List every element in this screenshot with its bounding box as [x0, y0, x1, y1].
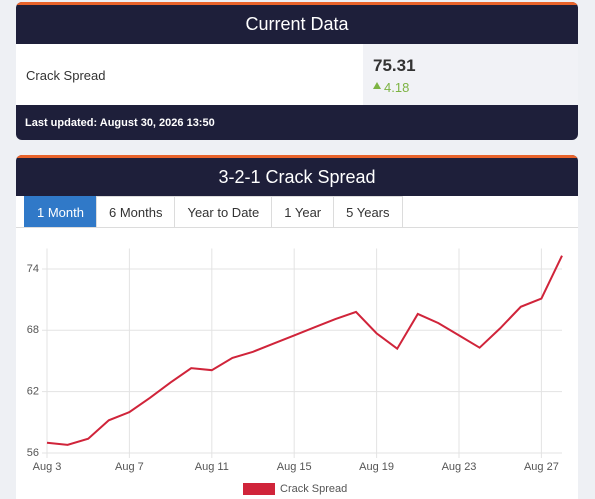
y-tick-label: 62 — [27, 386, 39, 398]
y-tick-label: 68 — [27, 324, 39, 336]
change-value: 4.18 — [384, 80, 410, 95]
x-tick-label: Aug 23 — [442, 461, 477, 473]
tab[interactable]: 1 Month — [24, 196, 97, 227]
y-tick-label: 74 — [27, 263, 39, 275]
x-tick-label: Aug 3 — [33, 461, 62, 473]
footer: Last updated: August 30, 2026 13:50 — [16, 105, 578, 140]
current-value: 75.31 — [373, 56, 416, 75]
x-tick-label: Aug 11 — [195, 461, 229, 473]
tab[interactable]: 5 Years — [333, 196, 403, 227]
row-label: Crack Spread — [26, 68, 106, 83]
row-label-cell: Crack Spread — [16, 44, 363, 105]
card-title: Current Data — [16, 2, 578, 44]
tab[interactable]: 1 Year — [271, 196, 335, 227]
chart: 56 62 68 74 Aug 3 Aug 7 Aug 11 Aug 15 Aug 19 Aug … — [27, 248, 563, 495]
value-cell: 75.31 4.18 — [363, 44, 578, 105]
current-card: Current Data Crack Spread 75.31 4.18 Las… — [16, 2, 578, 140]
tab[interactable]: Year to Date — [174, 196, 273, 227]
x-tick-label: Aug 19 — [359, 461, 394, 473]
chart-panel-title: 3-2-1 Crack Spread — [16, 155, 578, 196]
line — [46, 255, 563, 446]
tab[interactable]: 6 Months — [95, 196, 176, 227]
up-arrow — [373, 82, 381, 89]
tab-divider — [16, 227, 578, 228]
y-tick-label: 56 — [27, 447, 39, 459]
x-tick-label: Aug 7 — [115, 461, 144, 473]
legend-label: Crack Spread — [280, 483, 347, 495]
last-updated: Last updated: August 30, 2026 13:50 — [25, 117, 215, 129]
tab-bar: 1 Month 6 Months Year to Date 1 Year 5 Years — [24, 196, 403, 227]
chart-card: 3-2-1 Crack Spread 1 Month 6 Months Year t… — [16, 155, 578, 499]
x-tick-label: Aug 27 — [524, 461, 559, 473]
legend-swatch — [243, 483, 275, 495]
x-tick-label: Aug 15 — [277, 461, 312, 473]
